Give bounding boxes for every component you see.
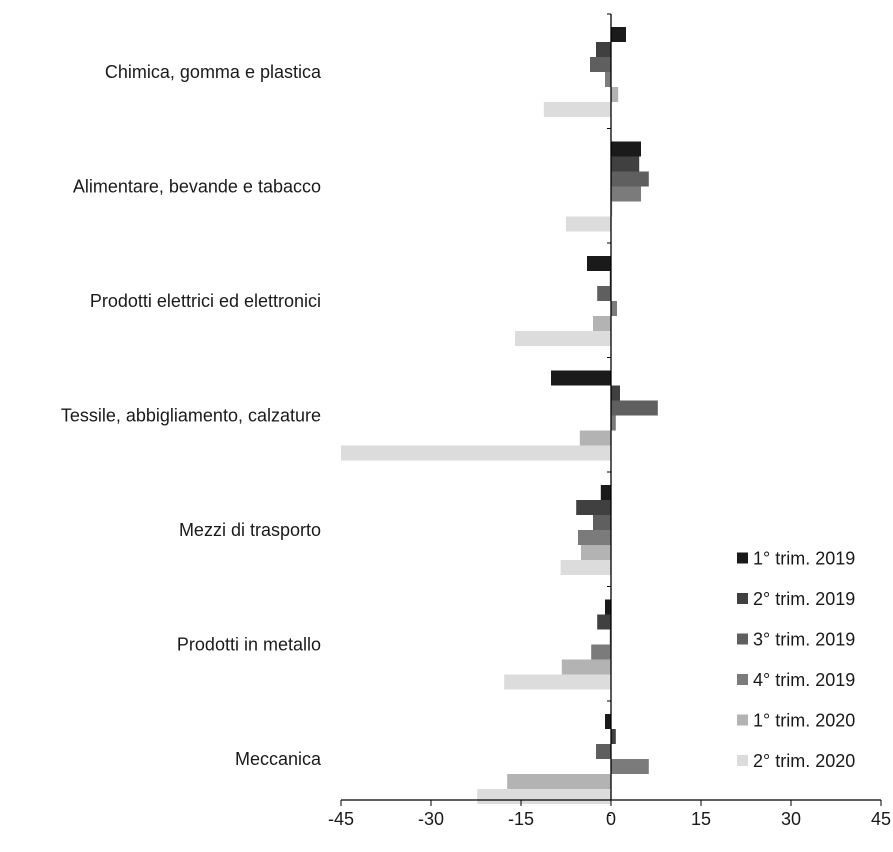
legend-swatch <box>737 674 748 685</box>
legend-swatch <box>737 552 748 564</box>
bar-3-series-5 <box>593 316 611 331</box>
bar-6-series-1 <box>605 599 611 615</box>
category-label: Tessile, abbigliamento, calzature <box>61 406 321 426</box>
bar-5-series-6 <box>560 560 611 575</box>
bar-6-series-4 <box>591 644 611 660</box>
bar-1-series-4 <box>605 72 611 87</box>
bar-5-series-2 <box>576 500 611 515</box>
bar-5-series-1 <box>600 485 611 500</box>
legend-swatch <box>737 593 748 604</box>
bar-2-series-1 <box>611 141 641 157</box>
bar-2-series-4 <box>611 186 641 202</box>
category-label: Prodotti elettrici ed elettronici <box>90 291 321 311</box>
category-labels: Chimica, gomma e plastica Alimentare, bev… <box>61 62 322 769</box>
x-tick-label: 45 <box>871 809 891 829</box>
bar-5-series-3 <box>593 515 611 530</box>
bar-6-series-5 <box>561 659 611 675</box>
bar-3-series-1 <box>587 256 611 271</box>
bar-3-series-4 <box>611 301 617 316</box>
category-label: Alimentare, bevande e tabacco <box>73 177 321 197</box>
legend-label: 3° trim. 2019 <box>753 630 855 650</box>
bar-1-series-5 <box>611 87 619 102</box>
legend-label: 4° trim. 2019 <box>753 670 855 690</box>
category-label: Meccanica <box>235 749 322 769</box>
bar-5-series-4 <box>578 530 611 545</box>
bar-6-series-2 <box>597 614 611 630</box>
category-label: Mezzi di trasporto <box>179 520 321 540</box>
bar-4-series-5 <box>579 430 611 446</box>
x-tick-label: -30 <box>418 809 444 829</box>
bar-7-series-6 <box>477 789 611 804</box>
bar-5-series-5 <box>581 545 611 560</box>
category-label: Prodotti in metallo <box>177 635 321 655</box>
x-tick-label: -15 <box>508 809 534 829</box>
bar-7-series-4 <box>611 759 649 774</box>
bar-3-series-3 <box>597 286 611 301</box>
bar-6-series-6 <box>504 674 611 690</box>
bar-4-series-3 <box>611 400 658 416</box>
bar-3-series-6 <box>515 331 611 346</box>
legend-swatch <box>737 633 748 645</box>
bar-1-series-3 <box>590 57 611 72</box>
bar-2-series-6 <box>566 216 611 232</box>
x-tick-label: 15 <box>691 809 711 829</box>
axes-group: -45 -30 -15 0 15 30 45 <box>328 13 891 829</box>
legend-label: 1° trim. 2019 <box>753 549 855 569</box>
category-label: Chimica, gomma e plastica <box>105 62 322 82</box>
bar-7-series-1 <box>605 714 611 729</box>
legend: 1° trim. 2019 2° trim. 2019 3° trim. 2019 4… <box>737 549 855 771</box>
legend-label: 2° trim. 2019 <box>753 589 855 609</box>
bars-group <box>341 27 658 804</box>
x-tick-label: -45 <box>328 809 354 829</box>
bar-2-series-2 <box>611 156 640 172</box>
bar-4-series-6 <box>341 445 611 461</box>
bar-1-series-2 <box>596 42 611 57</box>
x-tick-label: 0 <box>606 809 616 829</box>
legend-label: 2° trim. 2020 <box>753 751 855 771</box>
bar-4-series-2 <box>611 385 620 401</box>
legend-label: 1° trim. 2020 <box>753 711 855 731</box>
bar-1-series-6 <box>543 102 611 117</box>
legend-swatch <box>737 714 748 726</box>
bar-4-series-4 <box>611 415 616 431</box>
bar-1-series-1 <box>611 27 626 42</box>
bar-7-series-2 <box>611 729 616 744</box>
bar-4-series-1 <box>551 370 611 386</box>
bar-7-series-5 <box>507 774 611 789</box>
bar-7-series-3 <box>596 744 611 759</box>
legend-swatch <box>737 755 748 766</box>
x-tick-label: 30 <box>781 809 801 829</box>
bar-2-series-3 <box>611 171 649 187</box>
